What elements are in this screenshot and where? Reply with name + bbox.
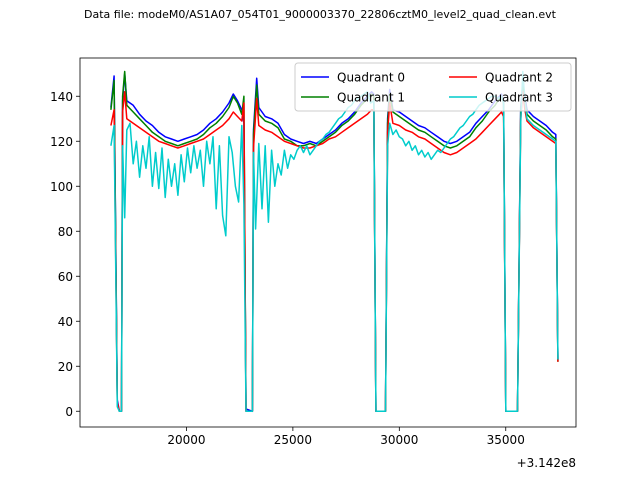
x-axis: 20000 25000 30000 35000 <box>167 427 525 447</box>
legend-label-2: Quadrant 2 <box>485 71 553 85</box>
legend: Quadrant 0 Quadrant 1 Quadrant 2 Quadrant 3 <box>294 62 572 112</box>
y-tick-label: 140 <box>50 90 73 104</box>
series-line-2 <box>110 91 559 413</box>
y-tick-label: 40 <box>58 315 73 329</box>
plot-area <box>80 58 576 427</box>
y-tick-label: 60 <box>58 270 73 284</box>
y-tick-label: 20 <box>58 360 73 374</box>
legend-label-1: Quadrant 1 <box>337 91 405 105</box>
figure-title: Data file: modeM0/AS1A07_054T01_90000033… <box>84 8 556 21</box>
y-tick-label: 80 <box>58 225 73 239</box>
y-axis: 0 20 40 60 80 100 120 140 <box>50 90 80 419</box>
x-tick-label: 35000 <box>487 433 525 447</box>
legend-label-0: Quadrant 0 <box>337 71 405 85</box>
x-offset-label: +3.142e8 <box>517 456 576 470</box>
x-tick-label: 30000 <box>380 433 418 447</box>
x-tick-label: 25000 <box>274 433 312 447</box>
series-line-3 <box>110 70 559 413</box>
plot-frame <box>79 57 577 428</box>
y-tick-label: 120 <box>50 135 73 149</box>
y-tick-label: 0 <box>65 405 73 419</box>
x-tick-label: 20000 <box>167 433 205 447</box>
legend-box <box>294 62 572 112</box>
legend-label-3: Quadrant 3 <box>485 91 553 105</box>
y-tick-label: 100 <box>50 180 73 194</box>
